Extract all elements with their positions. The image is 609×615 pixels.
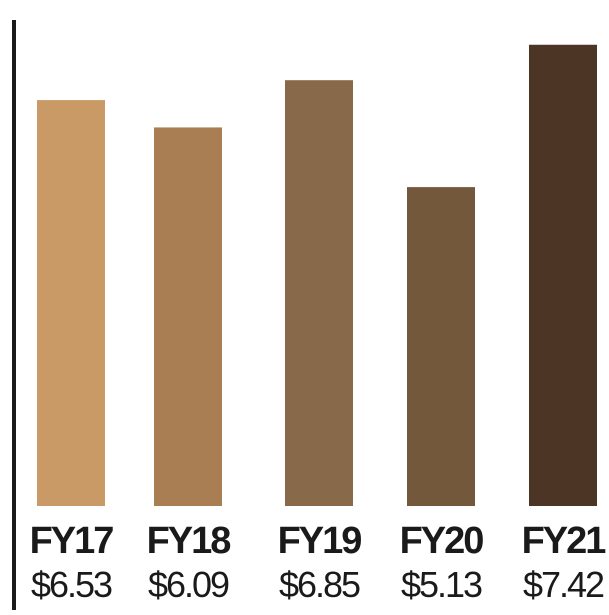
category-label-fy18: FY18	[147, 520, 231, 562]
category-label-fy19: FY19	[278, 520, 362, 562]
bars-group	[37, 44, 597, 507]
bar-fy19	[285, 80, 353, 507]
labels-group: FY17$6.53 FY18$6.09 FY19$6.85 FY20$5.13 FY21…	[30, 520, 609, 605]
value-label-fy21: $7.42	[523, 564, 604, 605]
value-label-fy19: $6.85	[279, 564, 360, 605]
bar-fy21	[529, 44, 597, 507]
category-label-fy21: FY21	[522, 520, 607, 562]
value-label-fy17: $6.53	[31, 564, 112, 605]
bar-fy18	[154, 127, 222, 506]
value-label-fy18: $6.09	[148, 564, 229, 605]
value-label-fy20: $5.13	[401, 564, 482, 605]
bar-fy20	[407, 187, 475, 507]
bar-fy17	[37, 100, 105, 506]
category-label-fy20: FY20	[400, 520, 484, 562]
category-label-fy17: FY17	[30, 520, 114, 562]
